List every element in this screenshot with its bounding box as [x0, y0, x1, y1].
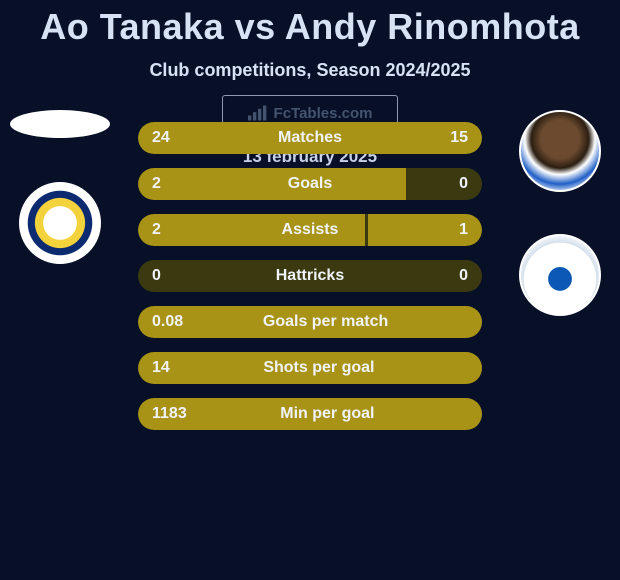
left-club-badge — [19, 182, 101, 264]
stat-label: Matches — [170, 129, 450, 147]
comparison-bars: 24Matches152Goals02Assists10Hattricks00.… — [138, 122, 482, 444]
compare-row: 2Assists1 — [138, 214, 482, 246]
stat-label: Shots per goal — [170, 359, 468, 377]
value-right: 0 — [459, 267, 468, 285]
stat-label: Assists — [161, 221, 459, 239]
right-player-column — [510, 110, 610, 358]
compare-row: 14Shots per goal — [138, 352, 482, 384]
stat-label: Goals — [161, 175, 459, 193]
value-left: 24 — [152, 129, 170, 147]
compare-row: 2Goals0 — [138, 168, 482, 200]
value-left: 0.08 — [152, 313, 183, 331]
value-left: 1183 — [152, 405, 187, 423]
value-right: 1 — [459, 221, 468, 239]
stat-label: Hattricks — [161, 267, 459, 285]
compare-row: 24Matches15 — [138, 122, 482, 154]
right-club-badge — [519, 234, 601, 316]
value-right: 15 — [450, 129, 468, 147]
compare-row: 0.08Goals per match — [138, 306, 482, 338]
stat-label: Goals per match — [183, 313, 468, 331]
value-right: 0 — [459, 175, 468, 193]
page-subtitle: Club competitions, Season 2024/2025 — [0, 60, 620, 81]
value-left: 14 — [152, 359, 170, 377]
value-left: 2 — [152, 175, 161, 193]
fctables-icon — [248, 105, 268, 121]
stat-label: Min per goal — [187, 405, 468, 423]
value-left: 2 — [152, 221, 161, 239]
compare-row: 0Hattricks0 — [138, 260, 482, 292]
page-title: Ao Tanaka vs Andy Rinomhota — [0, 0, 620, 48]
left-player-avatar-placeholder — [10, 110, 110, 138]
right-player-avatar — [519, 110, 601, 192]
watermark-label: FcTables.com — [274, 105, 373, 122]
left-player-column — [10, 110, 110, 306]
compare-row: 1183Min per goal — [138, 398, 482, 430]
value-left: 0 — [152, 267, 161, 285]
